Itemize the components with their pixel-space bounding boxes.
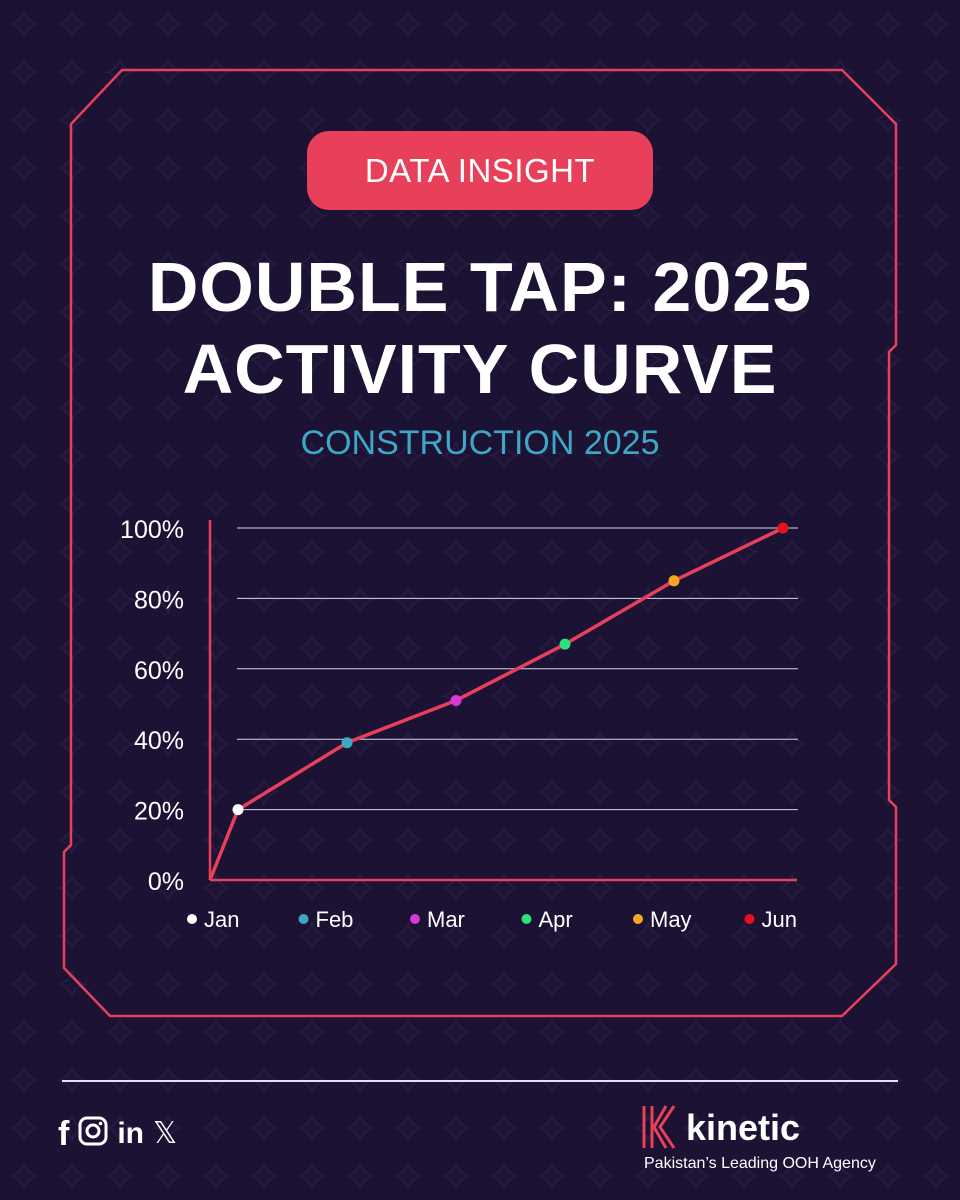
legend-marker-may [633, 914, 643, 924]
data-point-apr [559, 638, 571, 650]
activity-line-chart: 0% 20% 40% 60% 80% 100% Jan Feb Mar Apr May Jun [120, 516, 798, 932]
social-links: f in 𝕏 [58, 1116, 177, 1151]
series-line [208, 526, 784, 881]
footer-divider [62, 1080, 898, 1082]
legend-label-jan: Jan [204, 907, 239, 932]
legend-marker-feb [298, 914, 309, 924]
y-tick-label: 20% [134, 798, 184, 826]
data-point-mar [450, 694, 462, 706]
legend-label-may: May [650, 907, 692, 932]
data-point-jun [777, 522, 789, 534]
legend-marker-jan [187, 914, 197, 924]
brand-name: kinetic [686, 1107, 801, 1148]
title-line-2: ACTIVITY CURVE [182, 330, 778, 408]
legend-label-mar: Mar [427, 907, 465, 932]
x-icon[interactable]: 𝕏 [153, 1116, 178, 1150]
legend-label-feb: Feb [316, 907, 354, 932]
y-tick-label: 80% [134, 586, 184, 614]
instagram-icon[interactable] [78, 1116, 108, 1151]
legend-marker-mar [410, 914, 420, 924]
data-point-jan [232, 804, 244, 816]
kinetic-logo-mark-icon [642, 1105, 676, 1149]
facebook-icon[interactable]: f [58, 1114, 70, 1153]
y-tick-label: 0% [148, 868, 184, 896]
page-title: DOUBLE TAP: 2025 ACTIVITY CURVE [0, 246, 960, 410]
legend-label-jun: Jun [762, 907, 797, 932]
data-insight-badge: DATA INSIGHT [307, 131, 653, 210]
brand-logo: kinetic Pakistan’s Leading OOH Agency [640, 1104, 900, 1184]
legend-marker-apr [521, 914, 532, 924]
title-line-1: DOUBLE TAP: 2025 [147, 248, 813, 326]
legend-marker-jun [744, 914, 755, 924]
chart-subtitle: CONSTRUCTION 2025 [300, 424, 660, 462]
y-tick-label: 60% [134, 657, 184, 685]
y-tick-label: 40% [134, 727, 184, 755]
y-tick-label: 100% [120, 516, 184, 544]
data-point-feb [341, 737, 353, 749]
legend-label-apr: Apr [539, 907, 573, 932]
brand-tagline: Pakistan’s Leading OOH Agency [644, 1155, 876, 1172]
data-point-may [668, 575, 680, 587]
linkedin-icon[interactable]: in [117, 1116, 144, 1150]
